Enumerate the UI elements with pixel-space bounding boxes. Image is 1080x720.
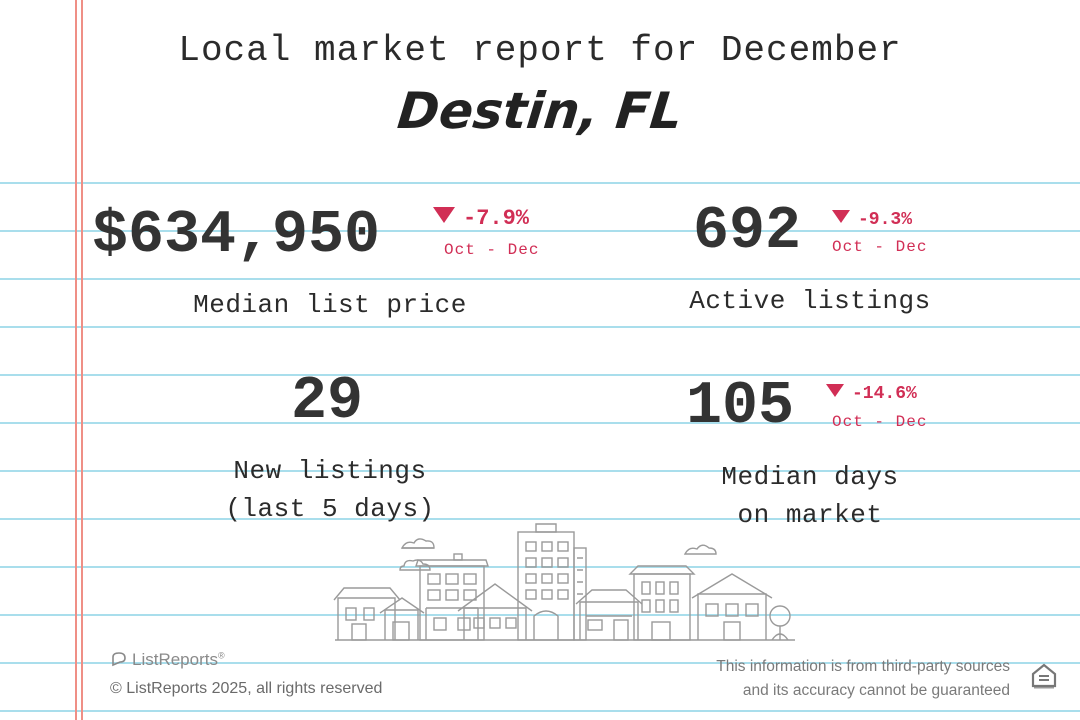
- ruled-line: [0, 470, 1080, 472]
- listreports-brand: ListReports®: [110, 650, 225, 670]
- new-listings-value: 29: [291, 368, 364, 436]
- down-triangle-icon: [433, 207, 455, 223]
- active-listings-value: 692: [693, 198, 802, 266]
- margin-line: [75, 0, 77, 720]
- listreports-logo-icon: [112, 652, 126, 667]
- median-list-price-change: -7.9%: [433, 206, 529, 231]
- median-days-range: Oct - Dec: [832, 413, 928, 431]
- down-triangle-icon: [826, 384, 844, 397]
- brand-registered-mark: ®: [217, 650, 225, 661]
- report-title: Local market report for December: [178, 30, 902, 71]
- median-list-price-range: Oct - Dec: [444, 241, 540, 259]
- ruled-line: [0, 422, 1080, 424]
- ruled-line: [0, 374, 1080, 376]
- active-listings-range: Oct - Dec: [832, 238, 928, 256]
- city-name: Destin, FL: [394, 82, 686, 140]
- new-listings-label-line1: New listings: [233, 456, 427, 486]
- ruled-line: [0, 566, 1080, 568]
- down-triangle-icon: [832, 210, 850, 223]
- median-days-value: 105: [686, 373, 795, 441]
- margin-line: [81, 0, 83, 720]
- median-days-change-text: -14.6%: [852, 384, 917, 404]
- median-list-price-label: Median list price: [193, 290, 467, 320]
- new-listings-label: New listings (last 5 days): [120, 452, 540, 528]
- median-days-label: Median days on market: [600, 458, 1020, 534]
- disclaimer-line1: This information is from third-party sou…: [716, 658, 1010, 675]
- ruled-line: [0, 518, 1080, 520]
- brand-name: ListReports: [132, 650, 218, 669]
- ruled-line: [0, 278, 1080, 280]
- median-days-label-line2: on market: [737, 500, 883, 530]
- copyright-notice: © ListReports 2025, all rights reserved: [110, 680, 383, 697]
- active-listings-label: Active listings: [689, 286, 931, 316]
- ruled-line: [0, 326, 1080, 328]
- median-days-change: -14.6%: [826, 384, 917, 404]
- median-days-label-line1: Median days: [721, 462, 899, 492]
- equal-housing-opportunity-icon: [1031, 663, 1057, 689]
- active-listings-change: -9.3%: [832, 210, 912, 230]
- new-listings-label-line2: (last 5 days): [225, 494, 435, 524]
- median-list-price-change-text: -7.9%: [463, 206, 530, 231]
- active-listings-change-text: -9.3%: [858, 210, 913, 230]
- disclaimer: This information is from third-party sou…: [650, 655, 1010, 703]
- ruled-line: [0, 614, 1080, 616]
- ruled-line: [0, 662, 1080, 664]
- city-skyline-illustration: [333, 523, 795, 641]
- median-list-price-value: $634,950: [92, 202, 381, 270]
- ruled-line: [0, 710, 1080, 712]
- disclaimer-line2: and its accuracy cannot be guaranteed: [742, 682, 1010, 699]
- ruled-line: [0, 230, 1080, 232]
- ruled-line: [0, 182, 1080, 184]
